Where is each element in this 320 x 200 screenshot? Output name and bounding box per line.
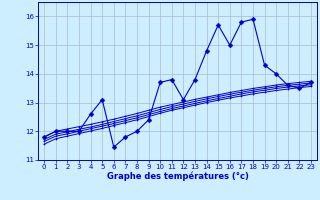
X-axis label: Graphe des températures (°c): Graphe des températures (°c) [107,172,249,181]
